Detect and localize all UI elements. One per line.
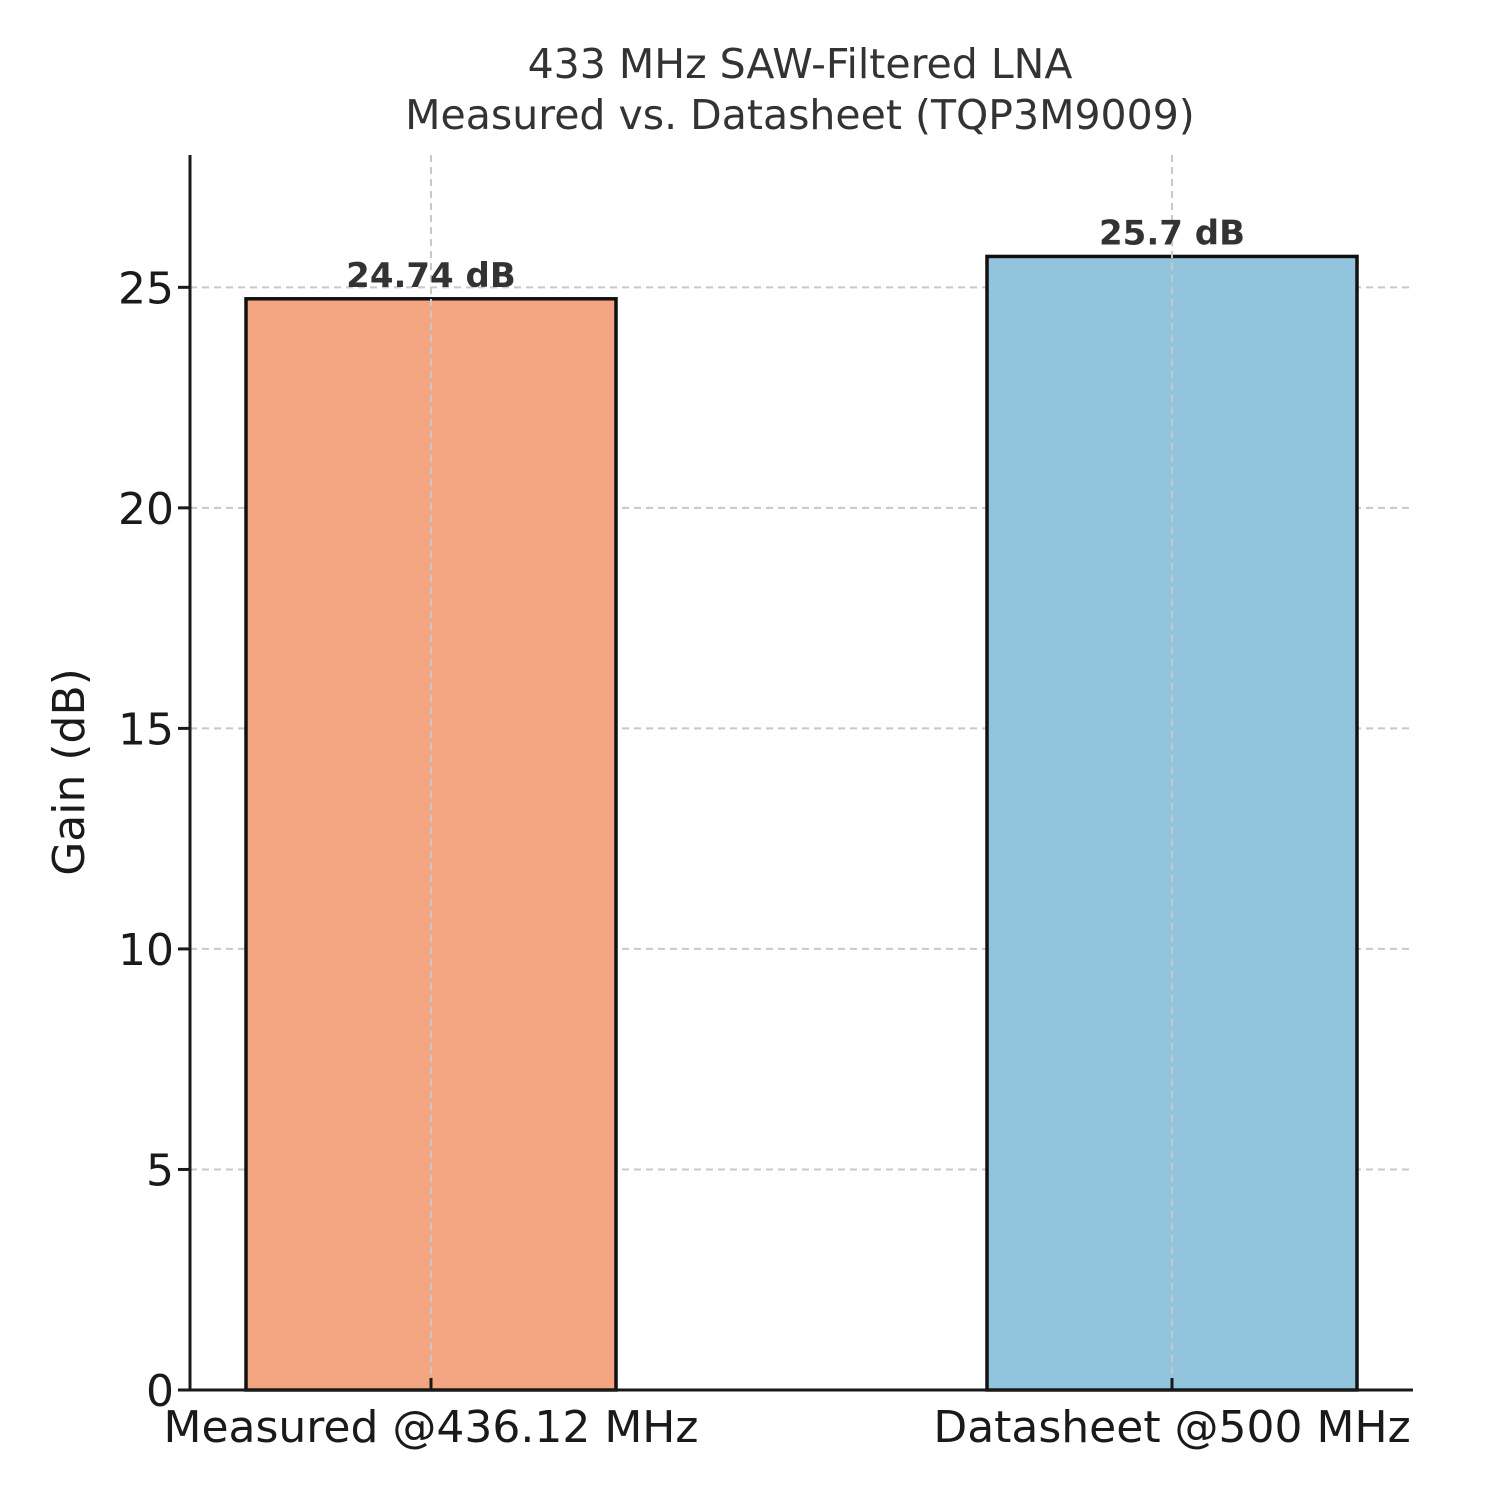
bar-layer: [244, 155, 1359, 1392]
y-tick-label: 25: [118, 263, 174, 314]
y-tick-label: 10: [118, 925, 174, 976]
y-tick-label: 5: [146, 1145, 174, 1196]
y-axis-label: Gain (dB): [44, 668, 95, 876]
bar-value-label: 24.74 dB: [346, 256, 516, 296]
chart-title-line-2: Measured vs. Datasheet (TQP3M9009): [405, 91, 1195, 139]
y-tick-label: 15: [118, 704, 174, 755]
chart-title-line-1: 433 MHz SAW-Filtered LNA: [528, 40, 1073, 88]
bar-2: [985, 254, 1359, 1392]
y-tick-label: 20: [118, 484, 174, 535]
axis-layer: [178, 155, 1413, 1392]
label-layer: 0 5 10 15 20 25 Measured @436.12 MHz Datasheet …: [118, 213, 1411, 1453]
x-tick-label: Measured @436.12 MHz: [163, 1402, 698, 1453]
x-tick-label: Datasheet @500 MHz: [933, 1402, 1410, 1453]
y-tick-label: 0: [146, 1366, 174, 1417]
bar-value-label: 25.7 dB: [1099, 213, 1245, 253]
